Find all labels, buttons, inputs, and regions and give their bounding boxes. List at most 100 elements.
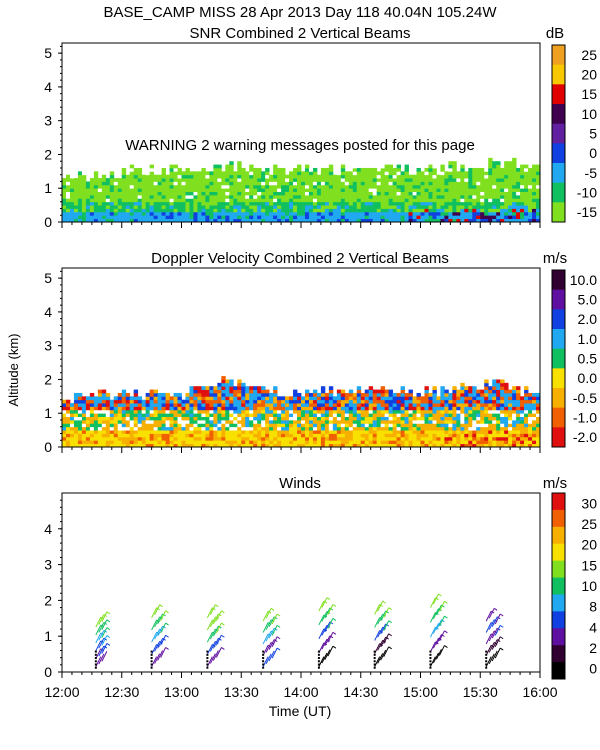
heatmap-cell <box>77 174 83 179</box>
heatmap-cell <box>289 194 294 199</box>
heatmap-cell <box>121 174 127 179</box>
heatmap-cell <box>484 419 489 424</box>
heatmap-cell <box>229 396 234 401</box>
heatmap-cell <box>205 436 210 441</box>
heatmap-cell <box>109 416 115 421</box>
heatmap-cell <box>65 399 71 404</box>
heatmap-cell <box>249 205 254 209</box>
wind-barb <box>265 653 272 665</box>
heatmap-cell <box>396 423 401 428</box>
heatmap-cell <box>185 188 190 193</box>
heatmap-cell <box>356 433 362 438</box>
heatmap-cell <box>237 174 242 179</box>
heatmap-cell <box>456 430 461 434</box>
heatmap-cell <box>249 198 254 203</box>
heatmap-cell <box>129 433 135 438</box>
heatmap-cell <box>245 399 250 404</box>
heatmap-cell <box>532 416 537 421</box>
heatmap-cell <box>492 184 497 189</box>
heatmap-cell <box>452 161 457 165</box>
heatmap-cell <box>368 416 374 421</box>
heatmap-cell <box>185 205 190 209</box>
heatmap-cell <box>312 396 318 401</box>
heatmap-cell <box>181 191 186 196</box>
heatmap-cell <box>516 443 521 448</box>
heatmap-cell <box>273 205 278 209</box>
heatmap-cell <box>105 416 111 421</box>
heatmap-cell <box>440 413 445 418</box>
heatmap-cell <box>472 178 477 182</box>
heatmap-cell <box>241 191 246 196</box>
heatmap-cell <box>109 403 115 407</box>
heatmap-cell <box>416 416 421 421</box>
wind-barb <box>377 600 384 612</box>
heatmap-cell <box>85 396 91 401</box>
heatmap-cell <box>528 178 533 182</box>
heatmap-cell <box>308 211 314 216</box>
heatmap-cell <box>149 188 155 193</box>
heatmap-cell <box>265 205 270 209</box>
wind-barb-flag <box>326 597 331 600</box>
heatmap-cell <box>253 215 258 220</box>
heatmap-cell <box>408 205 413 209</box>
heatmap-cell <box>336 399 342 404</box>
heatmap-cell <box>161 184 166 189</box>
heatmap-cell <box>117 423 123 428</box>
time-tick-label: 15:30 <box>463 684 498 700</box>
heatmap-cell <box>217 386 222 390</box>
heatmap-cell <box>516 426 521 431</box>
heatmap-cell <box>304 188 310 193</box>
heatmap-cell <box>448 211 453 216</box>
heatmap-cell <box>492 426 497 431</box>
heatmap-cell <box>233 413 238 418</box>
heatmap-cell <box>384 416 390 421</box>
heatmap-cell <box>153 392 158 397</box>
heatmap-cell <box>356 396 362 401</box>
heatmap-cell <box>73 188 79 193</box>
heatmap-cell <box>161 167 166 172</box>
heatmap-cell <box>213 440 218 445</box>
heatmap-cell <box>133 389 139 394</box>
wind-barb <box>215 635 222 646</box>
heatmap-cell <box>512 440 517 445</box>
heatmap-cell <box>161 171 166 176</box>
heatmap-cell <box>532 436 537 441</box>
heatmap-cell <box>408 399 413 404</box>
heatmap-cell <box>221 171 226 176</box>
heatmap-cell <box>448 167 453 172</box>
heatmap-cell <box>384 167 390 172</box>
heatmap-cell <box>205 205 210 209</box>
colorbar-label: 20 <box>581 537 597 553</box>
heatmap-cell <box>344 409 350 414</box>
heatmap-cell <box>440 191 445 196</box>
calm-marker <box>429 666 432 669</box>
heatmap-cell <box>524 181 529 186</box>
heatmap-cell <box>400 440 405 445</box>
heatmap-cell <box>153 201 158 206</box>
heatmap-cell <box>528 413 533 418</box>
heatmap-cell <box>177 409 182 414</box>
heatmap-cell <box>444 194 449 199</box>
heatmap-cell <box>109 211 115 216</box>
heatmap-cell <box>285 409 290 414</box>
heatmap-cell <box>169 218 174 223</box>
colorbar-swatch <box>552 270 565 291</box>
heatmap-cell <box>424 389 429 394</box>
heatmap-cell <box>364 184 370 189</box>
heatmap-cell <box>428 396 433 401</box>
calm-marker <box>262 657 265 660</box>
heatmap-cell <box>237 396 242 401</box>
heatmap-cell <box>456 198 461 203</box>
heatmap-cell <box>348 208 354 213</box>
heatmap-cell <box>145 409 151 414</box>
y-tick-label: 0 <box>44 439 52 455</box>
heatmap-cell <box>312 205 318 209</box>
heatmap-cell <box>69 440 75 445</box>
heatmap-cell <box>213 436 218 441</box>
heatmap-cell <box>97 178 103 182</box>
heatmap-cell <box>384 392 390 397</box>
heatmap-cell <box>261 409 266 414</box>
heatmap-cell <box>229 178 234 182</box>
heatmap-cell <box>85 406 91 411</box>
heatmap-cell <box>249 201 254 206</box>
